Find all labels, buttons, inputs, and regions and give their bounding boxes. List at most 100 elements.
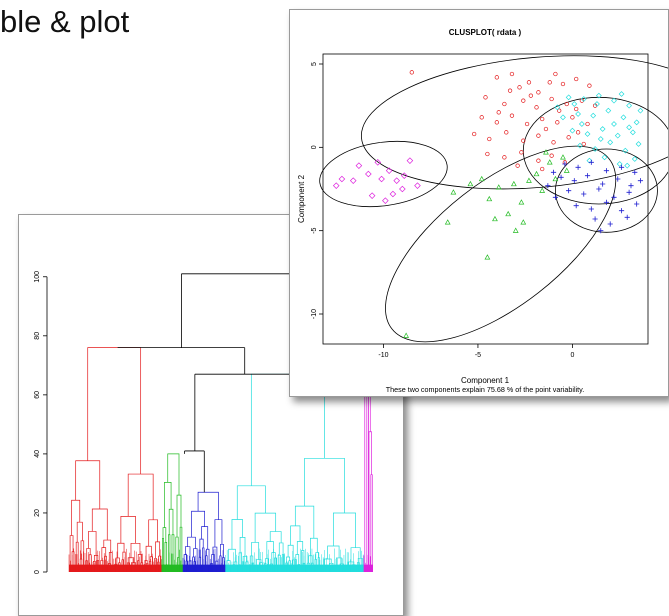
data-point-plus bbox=[624, 214, 630, 220]
dendrogram-branch bbox=[251, 562, 254, 572]
dendrogram-branch bbox=[249, 555, 254, 572]
data-point-diamond bbox=[595, 92, 602, 99]
data-point-diamond bbox=[571, 101, 578, 107]
y-tick-label: 20 bbox=[34, 509, 41, 517]
data-point-circle bbox=[551, 140, 556, 145]
plot-frame bbox=[322, 53, 649, 345]
data-point-diamond bbox=[590, 112, 597, 119]
data-point-plus bbox=[598, 228, 604, 234]
data-point-diamond bbox=[633, 119, 640, 126]
dendrogram-branch bbox=[214, 519, 223, 548]
data-point-triangle bbox=[512, 227, 519, 233]
data-point-diamond bbox=[594, 101, 600, 107]
cluster-ellipse bbox=[522, 96, 668, 205]
dendrogram-branch bbox=[206, 548, 210, 572]
data-point-plus bbox=[632, 169, 638, 175]
dendrogram-branch bbox=[201, 526, 209, 550]
data-point-circle bbox=[540, 116, 545, 122]
data-point-plus bbox=[550, 169, 557, 175]
data-point-triangle bbox=[510, 180, 517, 187]
data-point-plus bbox=[637, 178, 644, 184]
data-point-diamond bbox=[400, 172, 408, 179]
dendrogram-branch bbox=[342, 568, 345, 572]
dendrogram-branch bbox=[348, 567, 351, 572]
y-tick-label: 80 bbox=[34, 332, 41, 340]
dendrogram-branch bbox=[277, 554, 281, 572]
dendrogram-branch bbox=[162, 538, 164, 572]
data-point-circle bbox=[526, 80, 532, 85]
data-point-circle bbox=[587, 83, 592, 88]
dendrogram-branch bbox=[148, 519, 158, 547]
data-point-triangle bbox=[403, 332, 410, 338]
data-point-diamond bbox=[565, 94, 572, 101]
x-tick-label: -5 bbox=[475, 352, 481, 359]
slide-title: ble & plot bbox=[0, 4, 130, 39]
data-point-diamond bbox=[414, 182, 421, 189]
dendrogram-branch bbox=[259, 562, 263, 568]
data-point-plus bbox=[588, 159, 594, 165]
y-tick-label: 5 bbox=[311, 62, 318, 66]
dendrogram-branch bbox=[145, 545, 152, 561]
data-point-circle bbox=[509, 113, 515, 118]
dendrogram-branch bbox=[242, 561, 245, 572]
dendrogram-branch bbox=[168, 508, 174, 535]
data-point-circle bbox=[575, 130, 581, 135]
x-tick-label: -10 bbox=[378, 352, 388, 359]
data-point-circle bbox=[581, 141, 586, 147]
data-point-plus bbox=[552, 194, 559, 200]
dendrogram-branch bbox=[336, 557, 343, 566]
data-point-plus bbox=[575, 164, 581, 170]
dendrogram-branch bbox=[266, 541, 274, 559]
data-point-plus bbox=[558, 174, 564, 180]
data-point-circle bbox=[521, 138, 526, 143]
data-point-circle bbox=[549, 153, 554, 158]
data-point-triangle bbox=[444, 219, 451, 225]
dendrogram-branch bbox=[254, 512, 277, 543]
dendrogram-y-axis: 0 20 40 60 80 100 bbox=[34, 271, 48, 574]
data-point-circle bbox=[574, 106, 579, 112]
dendrogram-branch bbox=[310, 537, 318, 556]
data-point-diamond bbox=[620, 114, 627, 121]
dendrogram-branch bbox=[75, 541, 79, 572]
dendrogram-branch bbox=[331, 567, 335, 572]
dendrogram-branch bbox=[335, 565, 338, 572]
data-point-triangle bbox=[563, 167, 570, 173]
dendrogram-branch bbox=[191, 510, 205, 538]
dendrogram-branch bbox=[328, 567, 331, 572]
data-point-circle bbox=[543, 126, 549, 132]
chart-title: CLUSPLOT( rdata ) bbox=[449, 28, 522, 37]
dendrogram-branch bbox=[306, 566, 309, 572]
data-point-diamond bbox=[607, 139, 614, 146]
dendrogram-branch bbox=[222, 557, 225, 572]
data-point-circle bbox=[502, 101, 507, 107]
data-point-diamond bbox=[611, 121, 617, 127]
data-point-diamond bbox=[365, 170, 372, 178]
dendrogram-branch bbox=[256, 559, 262, 567]
data-point-triangle bbox=[495, 184, 502, 190]
data-point-plus bbox=[615, 176, 621, 182]
dendrogram-branch bbox=[258, 567, 261, 572]
data-point-diamond bbox=[626, 102, 632, 109]
dendrogram-branch bbox=[320, 568, 324, 572]
data-point-circle bbox=[502, 155, 507, 160]
dendrogram-branch bbox=[167, 453, 180, 496]
data-point-diamond bbox=[338, 175, 346, 183]
data-point-diamond bbox=[605, 107, 612, 114]
dendrogram-branch bbox=[179, 526, 183, 572]
data-point-circle bbox=[536, 90, 541, 95]
data-point-diamond bbox=[399, 185, 406, 193]
dendrogram-branch bbox=[291, 559, 295, 572]
data-point-triangle bbox=[518, 199, 525, 205]
data-point-diamond bbox=[368, 192, 376, 199]
dendrogram-branch bbox=[368, 431, 372, 572]
dendrogram-branch bbox=[100, 560, 104, 572]
variability-footnote: These two components explain 75.68 % of … bbox=[386, 385, 584, 394]
dendrogram-branch bbox=[302, 562, 306, 572]
data-point-plus bbox=[611, 194, 617, 200]
dendrogram-branch bbox=[317, 557, 320, 572]
cluster-ellipse bbox=[385, 145, 617, 343]
data-point-circle bbox=[409, 70, 414, 75]
data-point-triangle bbox=[492, 215, 498, 222]
dendrogram-branch bbox=[351, 566, 354, 572]
data-point-circle bbox=[472, 131, 477, 137]
